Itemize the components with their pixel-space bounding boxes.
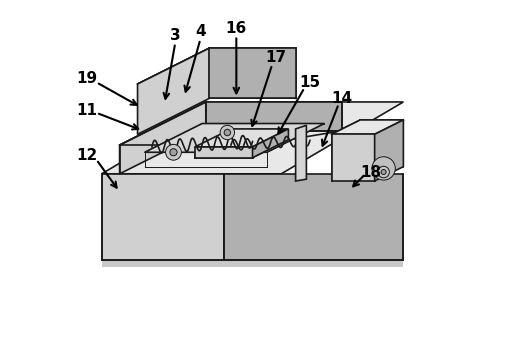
Circle shape (381, 169, 386, 174)
Polygon shape (102, 260, 403, 267)
Polygon shape (102, 174, 224, 260)
Text: 12: 12 (77, 148, 98, 163)
Polygon shape (224, 174, 403, 260)
Polygon shape (137, 48, 210, 134)
Polygon shape (375, 120, 403, 181)
Polygon shape (252, 129, 288, 157)
Text: 19: 19 (77, 71, 98, 86)
Polygon shape (102, 102, 403, 174)
Circle shape (170, 149, 177, 156)
Text: 11: 11 (77, 104, 98, 118)
Circle shape (166, 144, 181, 160)
Text: 16: 16 (226, 21, 247, 36)
Polygon shape (331, 120, 403, 134)
Circle shape (378, 166, 389, 178)
Polygon shape (206, 102, 342, 131)
Polygon shape (331, 134, 375, 181)
Polygon shape (145, 123, 324, 152)
Polygon shape (295, 125, 307, 181)
Polygon shape (137, 48, 295, 84)
Circle shape (224, 129, 231, 136)
Ellipse shape (372, 157, 395, 180)
Text: 15: 15 (299, 75, 321, 90)
Polygon shape (210, 48, 295, 98)
Polygon shape (195, 129, 288, 147)
Polygon shape (120, 102, 342, 145)
Text: 3: 3 (170, 28, 181, 43)
Text: 17: 17 (265, 50, 286, 64)
Polygon shape (195, 147, 252, 157)
Circle shape (220, 125, 234, 140)
Text: 4: 4 (195, 24, 206, 39)
Text: 14: 14 (332, 91, 353, 106)
Text: 18: 18 (361, 164, 382, 180)
Polygon shape (120, 102, 206, 174)
